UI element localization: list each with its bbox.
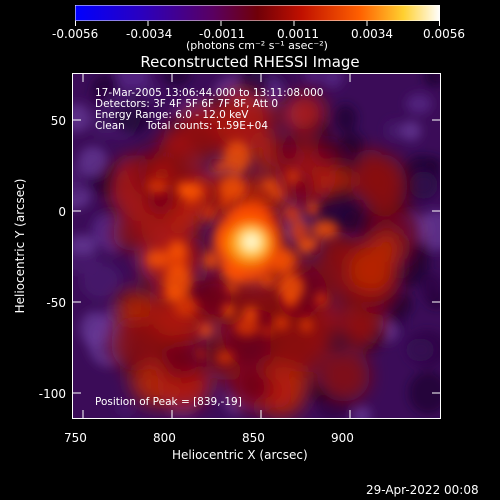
background-mottle (406, 93, 433, 115)
background-mottle (111, 105, 151, 133)
emission-filament (199, 324, 212, 337)
background-mottle (385, 120, 402, 142)
x-tick-label: 850 (242, 431, 265, 445)
emission-region (353, 148, 388, 190)
background-mottle (304, 73, 322, 83)
emission-region (159, 343, 203, 379)
emission-filament (226, 283, 238, 293)
background-mottle (406, 330, 440, 368)
emission-filament (214, 161, 226, 174)
emission-region (311, 140, 345, 169)
emission-filament (223, 140, 251, 174)
time-range-text: 17-Mar-2005 13:06:44.000 to 13:11:08.000 (95, 87, 324, 99)
background-mottle (400, 120, 422, 141)
emission-filament (176, 181, 189, 197)
background-mottle (420, 273, 440, 303)
rhessi-image (72, 73, 440, 418)
background-mottle (72, 103, 90, 133)
emission-filament (277, 273, 305, 302)
emission-filament (173, 295, 198, 317)
y-axis-label: Heliocentric Y (arcsec) (13, 178, 27, 314)
background-mottle (422, 73, 440, 87)
colorbar-tick-label: 0.0011 (277, 27, 319, 41)
emission-filament (216, 351, 234, 364)
background-mottle (162, 73, 191, 86)
emission-filament (218, 196, 231, 211)
emission-filament (218, 175, 247, 202)
emission-filament (262, 327, 274, 336)
heatmap (72, 73, 440, 418)
background-mottle (425, 156, 440, 172)
background-mottle (115, 73, 150, 90)
peak-center (245, 235, 258, 249)
background-mottle (408, 371, 440, 415)
y-tick-label: -100 (38, 387, 66, 401)
emission-filament (299, 317, 314, 333)
x-tick-label: 750 (64, 431, 87, 445)
emission-filament (196, 349, 207, 358)
background-mottle (352, 405, 372, 418)
colorbar-ticks (75, 21, 440, 26)
y-tick-label: 50 (50, 114, 66, 128)
emission-filament (271, 189, 283, 199)
emission-filament (163, 288, 180, 302)
colorbar-units: (photons cm⁻² s⁻¹ asec⁻²) (186, 39, 328, 52)
emission-filament (289, 219, 309, 243)
emission-filament (304, 237, 319, 250)
emission-region (284, 92, 326, 136)
x-tick-label: 900 (331, 431, 354, 445)
x-tick-label: 800 (153, 431, 176, 445)
emission-filament (234, 317, 260, 337)
emission-region (186, 280, 233, 316)
background-mottle (77, 146, 108, 177)
emission-filament (306, 202, 319, 216)
emission-region (269, 137, 303, 167)
emission-filament (145, 249, 171, 269)
colorbar-tick-label: -0.0034 (126, 27, 173, 41)
emission-region (111, 316, 162, 372)
background-mottle (81, 262, 121, 300)
colorbar-tick-label: -0.0056 (52, 27, 99, 41)
clean-label: Clean (95, 120, 125, 132)
total-counts-text: Total counts: 1.59E+04 (146, 120, 269, 132)
emission-filament (282, 205, 302, 222)
emission-region (235, 369, 272, 407)
detectors-text: Detectors: 3F 4F 5F 6F 7F 8F, Att 0 (95, 98, 279, 110)
image-title: Reconstructed RHESSI Image (140, 53, 360, 71)
colorbar-tick-label: 0.0034 (351, 27, 393, 41)
background-mottle (320, 73, 344, 88)
colorbar-tick-label: -0.0011 (199, 27, 246, 41)
emission-filament (315, 291, 328, 307)
emission-filament (203, 251, 219, 270)
y-tick-label: 0 (58, 205, 66, 219)
emission-region (350, 245, 395, 296)
emission-filament (167, 239, 188, 260)
y-tick-marks (73, 119, 440, 394)
emission-filament (202, 205, 217, 220)
background-mottle (116, 401, 135, 416)
colorbar-tick-label: 0.0056 (423, 27, 465, 41)
footer-date: 29-Apr-2022 00:08 (366, 483, 479, 497)
background-mottle (72, 165, 86, 198)
background-mottle (72, 234, 97, 255)
emission-filament (222, 303, 235, 318)
emission-filament (242, 306, 259, 321)
energy-range-text: Energy Range: 6.0 - 12.0 keV (95, 109, 249, 121)
y-tick-label: -50 (46, 296, 66, 310)
emission-region (215, 88, 270, 152)
emission-filament (273, 315, 290, 331)
emission-filament (146, 178, 168, 194)
emission-filament (287, 169, 300, 185)
emission-region (317, 349, 371, 402)
x-tick-marks (82, 74, 351, 418)
background-mottle (333, 104, 358, 133)
x-axis-label: Heliocentric X (arcsec) (172, 448, 308, 462)
peak-position-text: Position of Peak = [839,-19] (95, 396, 242, 408)
emission-filament (262, 179, 277, 191)
emission-filament (311, 219, 339, 239)
